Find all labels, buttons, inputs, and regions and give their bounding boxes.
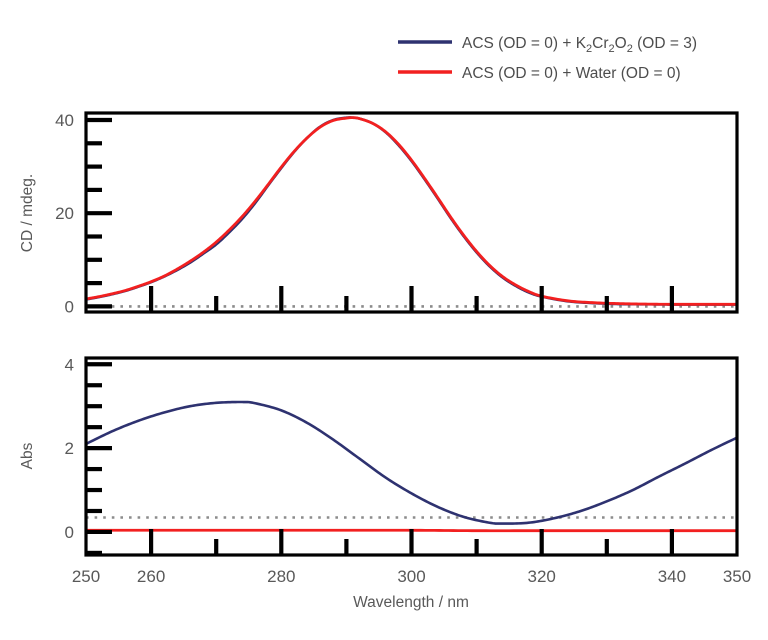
x-tick-label: 300 [397, 567, 425, 586]
x-tick-label: 350 [723, 567, 751, 586]
abs-tick-marks [86, 362, 675, 556]
y-tick-label: 0 [65, 523, 74, 542]
cd-panel: 0 20 40 CD / mdeg. [19, 111, 739, 316]
y-tick-label: 4 [65, 355, 74, 374]
cd-plot-frame [84, 111, 739, 314]
legend-blue-part-1: ACS (OD = 0) + K [462, 35, 587, 52]
legend-blue-sub-1: 2 [586, 43, 592, 55]
cd-series-red [86, 116, 737, 306]
legend-entry-blue: ACS (OD = 0) + K2Cr2O2 (OD = 3) [398, 35, 697, 55]
y-tick-label: 20 [55, 204, 74, 223]
cd-y-axis-title: CD / mdeg. [19, 174, 36, 252]
legend-entry-red: ACS (OD = 0) + Water (OD = 0) [398, 65, 681, 82]
legend-label-blue: ACS (OD = 0) + K2Cr2O2 (OD = 3) [462, 35, 697, 55]
x-tick-label: 340 [658, 567, 686, 586]
abs-panel: 0 2 4 Abs 250 260 280 300 320 340 350 Wavelength… [19, 355, 751, 611]
y-tick-label: 0 [65, 297, 74, 316]
x-tick-label: 280 [267, 567, 295, 586]
legend-blue-part-3: O [615, 35, 627, 52]
legend-blue-part-2: Cr [592, 35, 608, 52]
cd-y-tick-labels: 0 20 40 [55, 111, 74, 316]
x-tick-label: 250 [72, 567, 100, 586]
abs-y-tick-labels: 0 2 4 [65, 355, 74, 542]
legend: ACS (OD = 0) + K2Cr2O2 (OD = 3) ACS (OD … [398, 35, 697, 82]
x-tick-label: 320 [528, 567, 556, 586]
cd-tick-marks [86, 117, 675, 312]
y-tick-label: 40 [55, 111, 74, 130]
abs-series-blue [86, 400, 737, 525]
cd-curves [86, 116, 737, 306]
y-tick-label: 2 [65, 439, 74, 458]
legend-label-red: ACS (OD = 0) + Water (OD = 0) [462, 65, 681, 82]
x-tick-label: 260 [137, 567, 165, 586]
legend-blue-part-4: (OD = 3) [633, 35, 697, 52]
x-tick-labels: 250 260 280 300 320 340 350 [72, 567, 751, 586]
legend-blue-sub-3: 2 [627, 43, 633, 55]
abs-y-axis-title: Abs [19, 442, 36, 469]
x-axis-title: Wavelength / nm [353, 594, 469, 611]
legend-blue-sub-2: 2 [609, 43, 615, 55]
abs-plot-frame [84, 356, 739, 557]
